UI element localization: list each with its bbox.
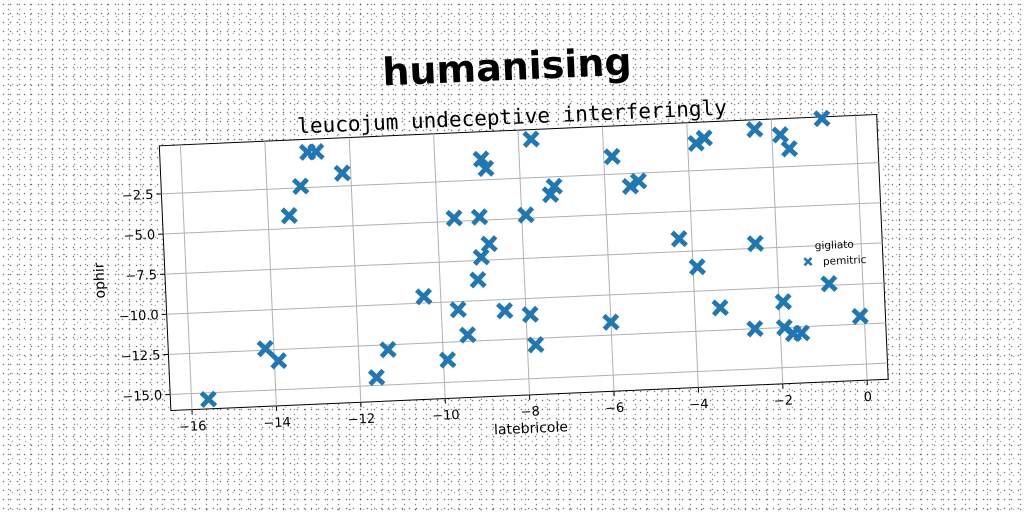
- scatter-point: [746, 320, 764, 338]
- legend-label: pemitric: [823, 254, 867, 268]
- scatter-point: [439, 351, 457, 369]
- x-grid-line: [517, 130, 531, 395]
- x-grid-line: [179, 144, 193, 410]
- y-tick-label: −5.0: [123, 228, 155, 244]
- plot-area: −16 −14 −12 −10 −8 −6 −4 −2 0 −15.0 −12.5 −10.0 −7.…: [91, 109, 889, 438]
- scatter-point: [256, 339, 275, 358]
- scatter-point: [199, 390, 218, 409]
- grid: [161, 115, 888, 410]
- scatter-point: [602, 313, 620, 331]
- x-tick-label: 0: [863, 390, 872, 405]
- x-axis-ticks: −16 −14 −12 −10 −8 −6 −4 −2 0: [179, 380, 872, 435]
- scatter-point: [745, 120, 764, 139]
- scatter-point: [851, 307, 869, 325]
- legend-marker: [803, 256, 813, 267]
- scatter-point: [541, 185, 560, 204]
- y-axis-ticks: −15.0 −12.5 −10.0 −7.5 −5.0 −2.5: [119, 188, 171, 405]
- scatter-point: [415, 287, 433, 306]
- y-axis-label: ophir: [91, 262, 109, 299]
- y-grid-line: [166, 282, 885, 315]
- legend-title: gigliato: [815, 239, 855, 253]
- scatter-point: [480, 235, 498, 253]
- x-grid-line: [686, 122, 699, 388]
- scatter-point: [813, 109, 831, 128]
- legend: gigliato pemitric: [803, 239, 867, 268]
- scatter-point: [792, 324, 811, 342]
- scatter-point: [774, 293, 793, 311]
- scatter-point: [527, 336, 545, 354]
- y-grid-line: [168, 322, 886, 355]
- y-tick-label: −7.5: [125, 268, 157, 284]
- scatter-point: [603, 147, 621, 166]
- scatter-point: [820, 274, 838, 293]
- scatter-point: [688, 258, 707, 276]
- x-axis-label: latebricole: [494, 419, 569, 438]
- y-tick-label: −15.0: [122, 388, 162, 405]
- scatter-point: [379, 340, 397, 359]
- chart-title: humanising: [381, 40, 632, 95]
- scatter-point: [780, 140, 799, 158]
- scatter-point: [771, 126, 790, 144]
- scatter-point: [477, 159, 495, 178]
- x-tick-label: −12: [347, 412, 375, 428]
- scatter-point: [670, 230, 688, 248]
- scatter-point: [459, 326, 477, 344]
- x-tick-label: −10: [432, 408, 460, 424]
- x-grid-line: [348, 137, 362, 403]
- scatter-point: [449, 300, 467, 319]
- scatter-point: [545, 177, 563, 196]
- scatter-point: [522, 130, 540, 148]
- data-points: [199, 109, 869, 409]
- scatter-point: [629, 172, 648, 190]
- scatter-point: [367, 368, 386, 387]
- x-tick-label: −8: [520, 404, 540, 420]
- y-grid-line: [161, 162, 879, 195]
- x-tick-label: −2: [774, 393, 794, 409]
- scatter-point: [496, 302, 514, 320]
- scatter-point: [291, 177, 310, 195]
- y-tick-label: −2.5: [122, 188, 154, 204]
- y-tick-label: −10.0: [119, 308, 159, 325]
- scatter-point: [711, 299, 729, 317]
- scatter-point: [269, 352, 288, 370]
- scatter-point: [445, 209, 463, 227]
- scatter-point: [746, 234, 765, 253]
- x-grid-line: [855, 115, 868, 381]
- scatter-point: [517, 206, 535, 224]
- y-tick-label: −12.5: [120, 348, 160, 365]
- scatter-point: [472, 150, 490, 168]
- legend-marker-shape: [803, 256, 813, 267]
- x-tick-label: −6: [605, 401, 625, 417]
- scatter-point: [280, 206, 298, 225]
- x-tick-label: −14: [263, 415, 291, 431]
- scatter-point: [307, 143, 325, 161]
- x-grid-line: [770, 119, 784, 384]
- x-tick-label: −16: [179, 419, 207, 435]
- scatter-point: [469, 271, 487, 289]
- scatter-point: [333, 164, 352, 182]
- scatter-point: [470, 208, 489, 226]
- x-tick-label: −4: [689, 397, 709, 413]
- scatter-point: [521, 305, 539, 324]
- scatter-point: [695, 129, 714, 147]
- x-grid-line: [601, 126, 615, 392]
- y-grid-line: [170, 362, 888, 395]
- scatter-point: [472, 248, 491, 266]
